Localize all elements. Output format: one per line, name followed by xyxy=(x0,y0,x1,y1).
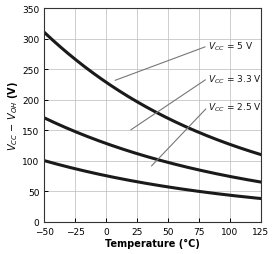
Y-axis label: $V_{CC}$ $-$ $V_{OH}$ (V): $V_{CC}$ $-$ $V_{OH}$ (V) xyxy=(6,81,20,150)
Text: $V_{CC}$ = 5 V: $V_{CC}$ = 5 V xyxy=(208,40,253,53)
X-axis label: Temperature (°C): Temperature (°C) xyxy=(105,239,200,248)
Text: $V_{CC}$ = 2.5 V: $V_{CC}$ = 2.5 V xyxy=(208,101,262,114)
Text: $V_{CC}$ = 3.3 V: $V_{CC}$ = 3.3 V xyxy=(208,73,262,85)
